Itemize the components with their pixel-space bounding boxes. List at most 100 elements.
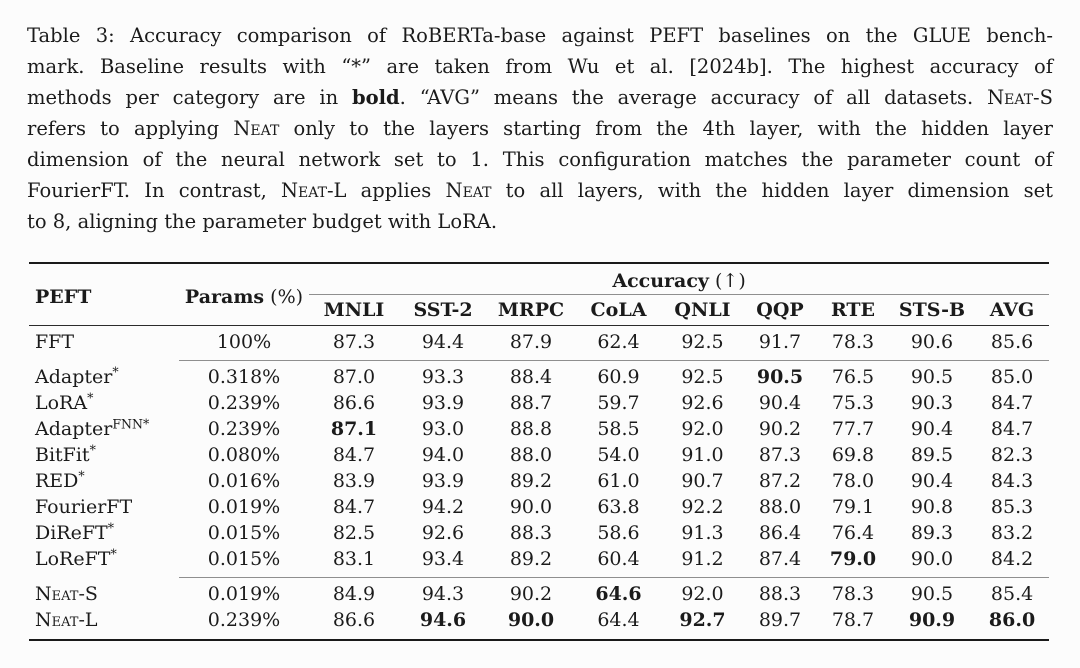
column-header-qqp: QQP	[743, 294, 817, 326]
params-cell: 100%	[179, 325, 309, 361]
value-cell: 89.5	[910, 444, 954, 466]
smallcaps-text: Neat	[233, 117, 280, 140]
value-cell: 88.4	[509, 366, 553, 388]
params-cell: 0.080%	[207, 444, 281, 466]
text-segment: FFT	[35, 331, 75, 354]
value-cell: 87.1	[330, 418, 378, 440]
value-cell: 84.2	[975, 546, 1050, 578]
value-cell: 79.0	[817, 546, 889, 578]
table-row: RED* 0.016% 83.9 93.9 89.2 61.0 90.7 87.2 78.0 90…	[29, 468, 1049, 494]
method-name-cell: LoReFT*	[29, 546, 179, 578]
text-segment: dimension of the neural network set to 1…	[27, 148, 1053, 171]
value-cell: 92.5	[662, 325, 743, 361]
method-name-cell: BitFit*	[29, 442, 179, 468]
value-cell: 88.7	[509, 392, 553, 414]
caption-line: methods per category are in bold. “AVG” …	[27, 82, 1053, 113]
header-row-groups: PEFT Params (%) Accuracy (↑)	[29, 263, 1050, 326]
value-cell: 82.3	[990, 444, 1034, 466]
value-cell: 92.7	[679, 609, 726, 631]
text-segment: -S	[1033, 86, 1053, 109]
text-segment: methods per category are in	[27, 86, 352, 109]
value-cell: 88.8	[509, 418, 553, 440]
params-cell: 0.239%	[207, 609, 281, 631]
value-cell: 59.7	[597, 392, 640, 414]
value-cell: 93.0	[421, 418, 465, 440]
value-cell: 85.6	[975, 325, 1050, 361]
method-name-cell: LoRA*	[29, 390, 179, 416]
value-cell: 85.4	[990, 583, 1034, 605]
value-cell: 88.3	[758, 583, 802, 605]
value-cell: 92.6	[421, 522, 465, 544]
value-cell: 86.4	[758, 522, 802, 544]
value-cell: 90.4	[910, 418, 954, 440]
column-header-mnli: MNLI	[309, 294, 399, 326]
method-name-cell: Neat-L	[29, 607, 179, 640]
table-row: LoRA* 0.239% 86.6 93.9 88.7 59.7 92.6 90.4 75.3 9…	[29, 390, 1049, 416]
value-cell: 92.5	[681, 366, 724, 388]
column-header-qnli: QNLI	[662, 294, 743, 326]
text-segment: LoRA	[35, 392, 88, 414]
column-header-rte: RTE	[817, 294, 889, 326]
table-row: FourierFT 0.019% 84.7 94.2 90.0 63.8 92.2 88.0 7…	[29, 494, 1049, 520]
method-name-cell: DiReFT*	[29, 520, 179, 546]
params-cell: 0.015%	[179, 546, 309, 578]
value-cell: 60.9	[597, 366, 640, 388]
text-segment: LoReFT	[35, 548, 111, 571]
value-cell: 90.2	[509, 583, 553, 605]
method-name-cell: Neat-S	[29, 578, 179, 608]
params-cell: 0.016%	[207, 470, 281, 492]
superscript-text: *	[110, 546, 117, 562]
caption-line: Table 3: Accuracy comparison of RoBERTa-…	[27, 20, 1053, 51]
page-content: Table 3: Accuracy comparison of RoBERTa-…	[27, 20, 1053, 641]
accuracy-arrow: (↑)	[708, 270, 746, 292]
text-segment: RED	[35, 470, 79, 492]
caption-line: refers to applying Neat only to the laye…	[27, 113, 1053, 144]
value-cell: 84.9	[332, 583, 376, 605]
value-cell: 87.9	[487, 325, 575, 361]
value-cell: 60.4	[575, 546, 662, 578]
value-cell: 91.0	[681, 444, 724, 466]
table-row: Neat-S 0.019% 84.9 94.3 90.2 64.6 92.0 88.3 78.3…	[29, 578, 1049, 608]
text-segment: FourierFT. In contrast,	[27, 179, 281, 202]
caption-line: FourierFT. In contrast, Neat-L applies N…	[27, 175, 1053, 206]
table-row: DiReFT* 0.015% 82.5 92.6 88.3 58.6 91.3 86.4 76.…	[29, 520, 1049, 546]
text-segment: to all layers, with the hidden layer dim…	[491, 179, 1053, 202]
method-name-cell: FourierFT	[29, 494, 179, 520]
text-segment: Adapter	[35, 365, 113, 388]
value-cell: 90.9	[908, 609, 956, 631]
params-label: Params	[184, 285, 265, 308]
value-cell: 69.8	[831, 444, 875, 466]
column-header-cola: CoLA	[575, 294, 662, 326]
value-cell: 84.7	[332, 444, 376, 466]
method-name-cell: FFT	[29, 326, 179, 361]
value-cell: 84.7	[332, 496, 376, 518]
value-cell: 86.6	[332, 609, 376, 631]
table-row: Neat-L 0.239% 86.6 94.6 90.0 64.4 92.7 89.7 78.7…	[29, 607, 1049, 640]
value-cell: 91.2	[662, 546, 743, 578]
params-unit: (%)	[264, 285, 304, 308]
params-cell: 0.019%	[207, 496, 281, 518]
superscript-text: *	[112, 364, 119, 380]
params-cell: 0.239%	[207, 392, 281, 414]
value-cell: 90.4	[758, 392, 802, 414]
column-header-avg: AVG	[975, 294, 1050, 326]
text-segment: FourierFT	[35, 496, 133, 518]
value-cell: 90.7	[681, 470, 724, 492]
value-cell: 92.0	[681, 583, 724, 605]
text-segment: only to the layers starting from the 4th…	[279, 117, 1053, 140]
caption-line: mark. Baseline results with “*” are take…	[27, 51, 1053, 82]
value-cell: 58.6	[597, 522, 640, 544]
table-head: PEFT Params (%) Accuracy (↑) MNLI SST-2 MR…	[29, 263, 1050, 326]
value-cell: 76.5	[831, 366, 875, 388]
value-cell: 84.7	[990, 418, 1034, 440]
smallcaps-text: Neat	[280, 179, 327, 202]
value-cell: 83.1	[309, 546, 399, 578]
text-segment: . “AVG” means the average accuracy of al…	[399, 86, 988, 109]
value-cell: 78.0	[831, 470, 875, 492]
superscript-text: *	[78, 468, 85, 484]
value-cell: 90.5	[756, 366, 804, 388]
value-cell: 87.0	[332, 366, 376, 388]
value-cell: 90.2	[758, 418, 802, 440]
text-segment: to 8, aligning the parameter budget with…	[27, 210, 498, 233]
